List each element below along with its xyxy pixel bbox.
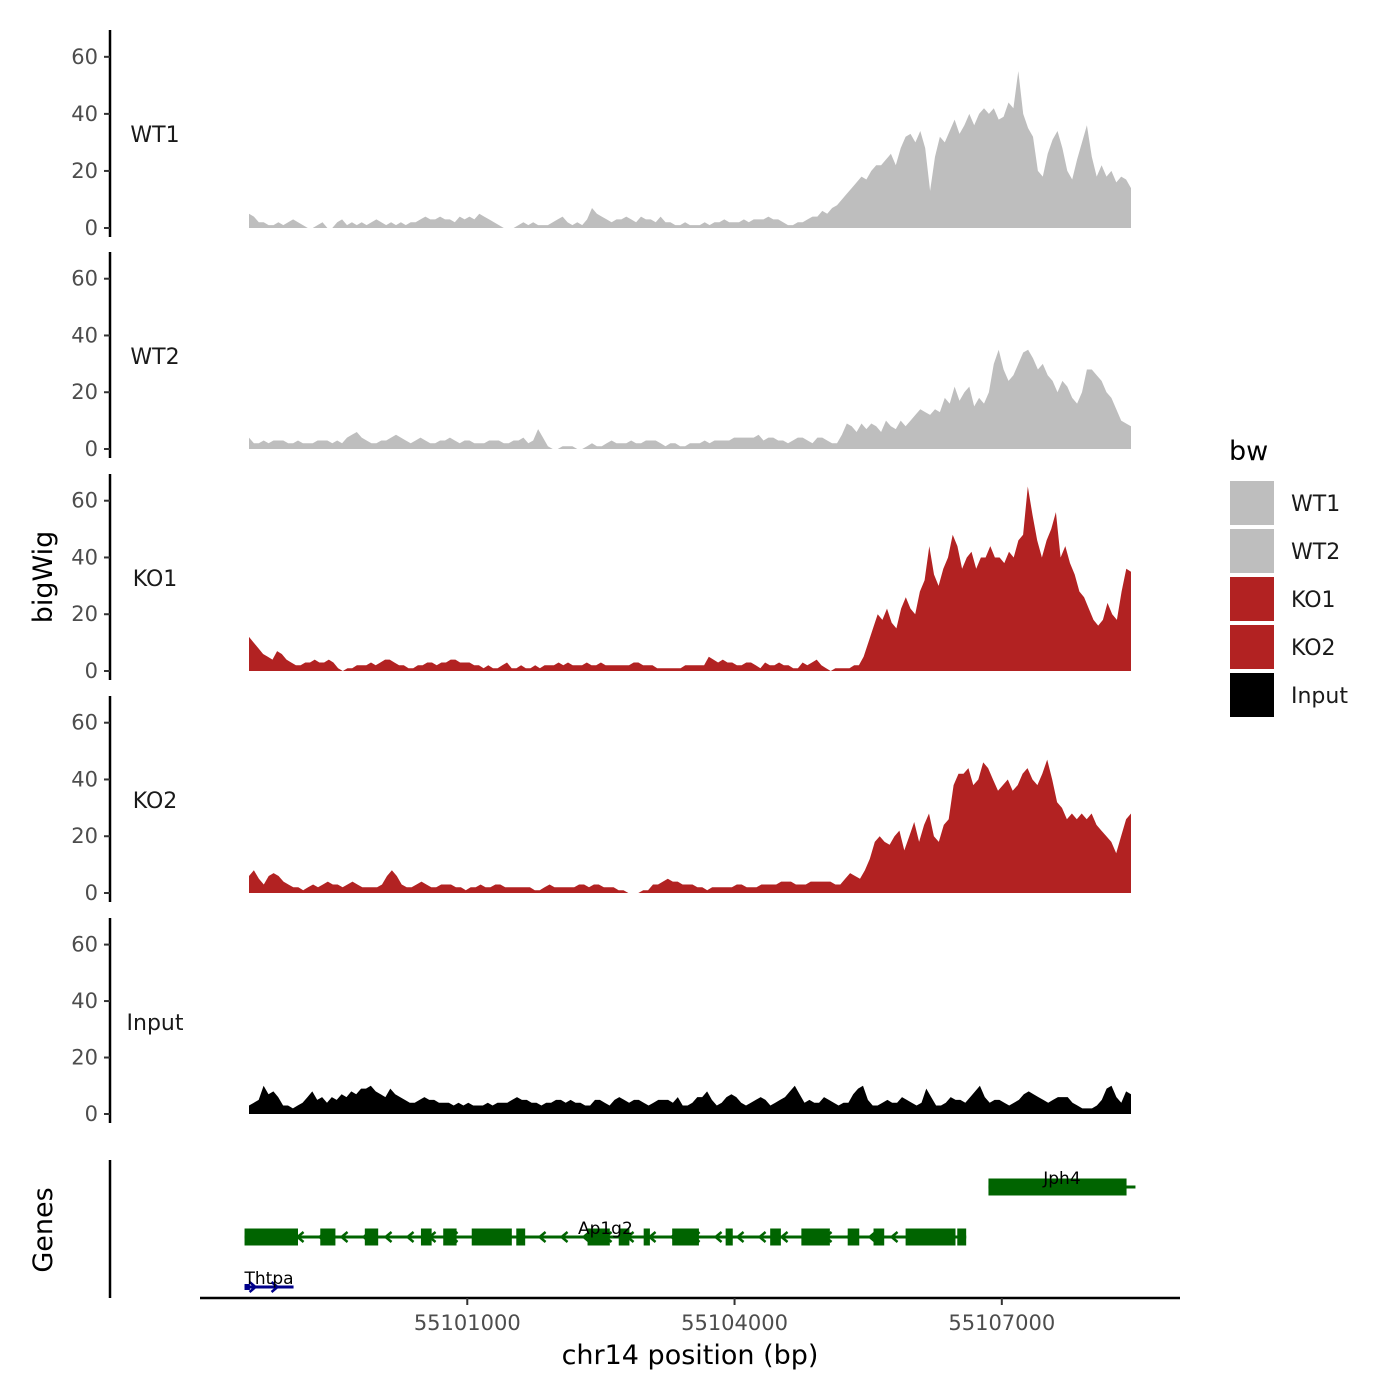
track-area-ko2 [249, 759, 1131, 893]
gene-label: Jph4 [1042, 1169, 1080, 1189]
gene-exon [443, 1228, 457, 1246]
y-tick-label: 0 [85, 1102, 98, 1126]
gene-exon [244, 1284, 250, 1290]
y-tick-label: 40 [71, 767, 98, 791]
strand-arrow [405, 1231, 415, 1243]
gene-exon [873, 1228, 885, 1246]
track-ko1: 0 20 40 60 KO1 [71, 474, 1131, 683]
gene-exon [516, 1228, 526, 1246]
legend-key-wt1 [1228, 479, 1276, 527]
legend-label-ko2: KO2 [1291, 636, 1336, 661]
y-tick-label: 60 [71, 711, 98, 735]
legend-key-ko2 [1228, 623, 1276, 671]
y-tick-label: 0 [85, 216, 98, 240]
gene-ap1g2: Ap1g2 [244, 1219, 967, 1246]
gene-exon [905, 1228, 935, 1246]
gene-exon [618, 1228, 630, 1246]
gene-exon [988, 1178, 1127, 1196]
track-input: 0 20 40 60 Input [71, 918, 1131, 1126]
gene-exon [643, 1228, 650, 1246]
legend: bw WT1 WT2 KO1 KO2 Input [1228, 436, 1348, 719]
gene-exon [770, 1228, 781, 1246]
y-tick-label: 40 [71, 323, 98, 347]
strand-arrow [559, 1231, 569, 1243]
gene-exon [957, 1228, 967, 1246]
track-label: WT1 [130, 123, 179, 148]
y-tick-label: 40 [71, 545, 98, 569]
legend-label-wt1: WT1 [1291, 492, 1340, 517]
gene-label: Ap1g2 [578, 1219, 633, 1239]
gene-exon [244, 1228, 298, 1246]
strand-arrow [270, 1281, 280, 1293]
y-tick-label: 0 [85, 659, 98, 683]
gene-exon [672, 1228, 699, 1246]
track-wt1: 0 20 40 60 WT1 [71, 30, 1131, 240]
legend-key-ko1 [1228, 575, 1276, 623]
strand-arrow [581, 1231, 591, 1243]
gene-label: Thtpa [244, 1269, 294, 1289]
y-tick-label: 20 [71, 602, 98, 626]
strand-arrow [537, 1231, 547, 1243]
legend-label-input: Input [1291, 684, 1348, 709]
legend-title: bw [1229, 436, 1268, 467]
y-tick-label: 40 [71, 989, 98, 1013]
y-tick-label: 60 [71, 267, 98, 291]
track-label: WT2 [130, 345, 179, 370]
strand-arrow [735, 1231, 745, 1243]
gene-exon [471, 1228, 512, 1246]
y-tick-label: 0 [85, 881, 98, 905]
gene-exon [420, 1228, 432, 1246]
y-tick-label: 0 [85, 437, 98, 461]
tracks-layer: 0 20 40 60 WT1 0 20 40 60 WT2 0 20 40 60 KO1 0 20 40 60 KO2… [71, 30, 1131, 1126]
y-tick-label: 60 [71, 45, 98, 69]
strand-arrow [713, 1231, 723, 1243]
track-wt2: 0 20 40 60 WT2 [71, 252, 1131, 461]
y-tick-label: 40 [71, 102, 98, 126]
y-tick-label: 20 [71, 824, 98, 848]
track-ko2: 0 20 40 60 KO2 [71, 696, 1131, 905]
legend-label-ko1: KO1 [1291, 588, 1336, 613]
gene-exon [725, 1228, 733, 1246]
strand-arrow [889, 1231, 899, 1243]
track-area-ko1 [249, 486, 1131, 671]
y-tick-label: 60 [71, 933, 98, 957]
strand-arrow [248, 1281, 258, 1293]
gene-exon [801, 1228, 830, 1246]
y-tick-label: 60 [71, 489, 98, 513]
gene-exon [847, 1228, 860, 1246]
genes-layer: Jph4 Ap1g2 Thtpa [108, 1160, 1136, 1298]
strand-arrow [383, 1231, 393, 1243]
track-label: Input [127, 1011, 184, 1036]
x-axis-title: chr14 position (bp) [562, 1340, 819, 1371]
track-label: KO1 [133, 567, 178, 592]
y-tick-label: 20 [71, 380, 98, 404]
x-tick-label: 55104000 [681, 1311, 788, 1335]
x-axis: 55101000 55104000 55107000 [200, 1296, 1180, 1335]
track-area-input [249, 1085, 1131, 1114]
strand-arrow [779, 1231, 789, 1243]
gene-exon [935, 1228, 956, 1246]
legend-key-input [1228, 671, 1276, 719]
legend-label-wt2: WT2 [1291, 540, 1340, 565]
y-tick-label: 20 [71, 159, 98, 183]
y-axis-title: bigWig [28, 531, 59, 624]
track-label: KO2 [133, 789, 178, 814]
x-tick-label: 55101000 [414, 1311, 521, 1335]
genes-axis-title: Genes [28, 1187, 59, 1272]
gene-jph4: Jph4 [988, 1169, 1136, 1196]
gene-exon [320, 1228, 336, 1246]
gene-exon [364, 1228, 379, 1246]
x-tick-label: 55107000 [948, 1311, 1055, 1335]
track-area-wt2 [249, 349, 1131, 449]
y-tick-label: 20 [71, 1046, 98, 1070]
legend-key-wt2 [1228, 527, 1276, 575]
gene-thtpa: Thtpa [244, 1269, 294, 1293]
gene-exon [587, 1228, 610, 1246]
strand-arrow [757, 1231, 767, 1243]
track-area-wt1 [249, 71, 1131, 228]
strand-arrow [339, 1231, 349, 1243]
